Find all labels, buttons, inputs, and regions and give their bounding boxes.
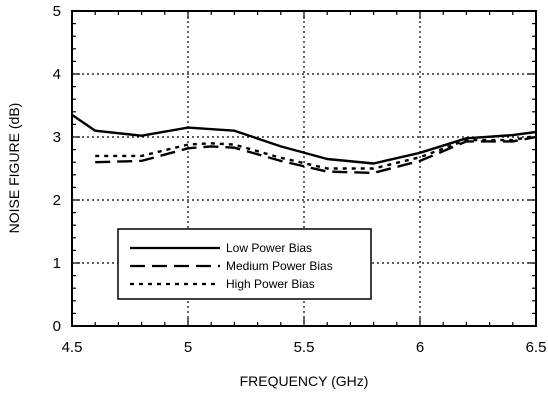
y-tick-label: 5 — [53, 3, 61, 20]
y-tick-label: 1 — [53, 255, 61, 272]
y-tick-label: 3 — [53, 129, 61, 146]
x-tick-label: 6 — [416, 339, 424, 356]
y-tick-label: 0 — [53, 318, 61, 335]
legend-label-medium-power-bias: Medium Power Bias — [226, 259, 333, 273]
legend-label-low-power-bias: Low Power Bias — [226, 241, 312, 255]
legend: Low Power Bias Medium Power Bias High Po… — [117, 228, 372, 300]
x-tick-label: 6.5 — [526, 339, 547, 356]
y-tick-label: 2 — [53, 192, 61, 209]
legend-box — [117, 228, 372, 300]
series-line-high-power-bias — [95, 134, 537, 170]
y-axis-title: NOISE FIGURE (dB) — [6, 103, 22, 234]
series-line-low-power-bias — [71, 113, 537, 165]
x-tick-label: 4.5 — [62, 339, 83, 356]
y-tick-label: 4 — [53, 66, 61, 83]
x-tick-label: 5 — [184, 339, 192, 356]
x-axis-title: FREQUENCY (GHz) — [240, 373, 369, 389]
legend-label-high-power-bias: High Power Bias — [226, 277, 315, 291]
x-tick-label: 5.5 — [294, 339, 315, 356]
axis-ticks: 4.5 5 5.5 6 6.5 0 1 2 3 4 5 — [53, 3, 547, 356]
series-lines — [71, 113, 537, 175]
